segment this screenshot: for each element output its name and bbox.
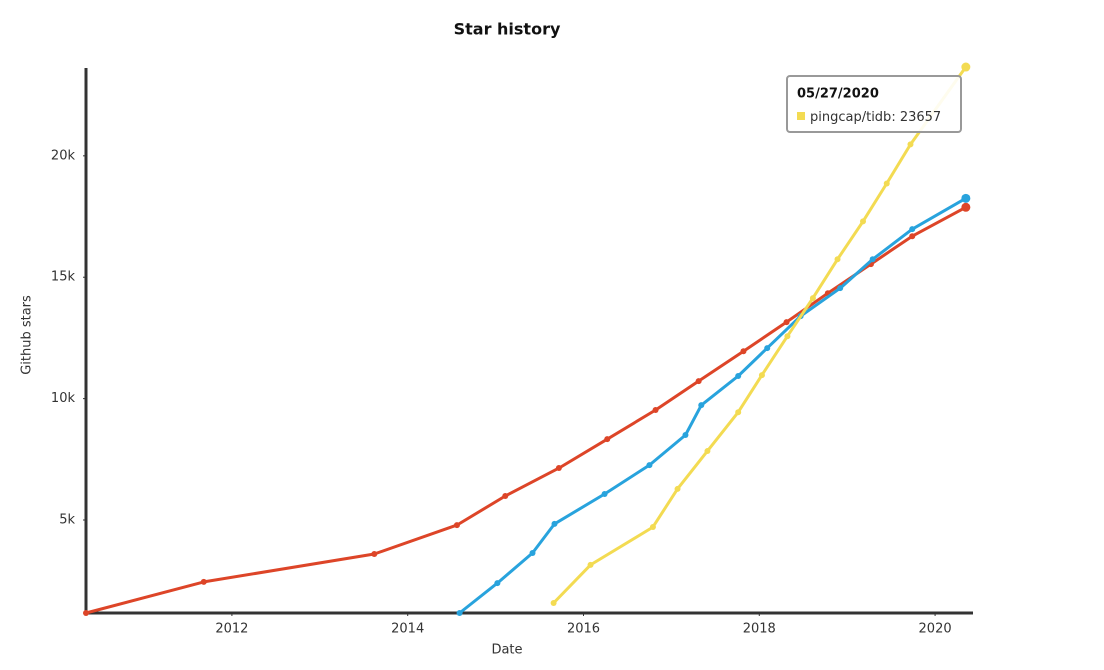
data-point	[604, 436, 611, 443]
y-tick-label: 15k	[51, 270, 76, 285]
data-point	[456, 610, 463, 616]
series-line	[84, 205, 968, 615]
x-tick-label: 2018	[743, 622, 776, 637]
data-point	[494, 580, 501, 587]
data-point	[764, 345, 771, 352]
data-point	[674, 485, 681, 492]
data-point	[883, 180, 890, 187]
y-tick-label: 10k	[51, 391, 76, 406]
data-point	[837, 285, 844, 292]
data-point	[834, 256, 841, 263]
data-point	[961, 202, 971, 212]
data-point	[907, 141, 914, 148]
data-point	[860, 218, 867, 225]
data-point	[961, 62, 971, 72]
tooltip-date: 05/27/2020	[797, 87, 879, 102]
y-tick-label: 5k	[59, 513, 75, 528]
series-line	[458, 196, 968, 615]
data-point	[735, 373, 742, 380]
data-point	[83, 610, 89, 616]
x-tick-label: 2020	[919, 622, 952, 637]
data-point	[682, 432, 689, 439]
tooltip-box	[786, 75, 962, 133]
y-tick-label: 20k	[51, 148, 76, 163]
tooltip-value: 23657	[900, 110, 941, 125]
data-point	[809, 295, 816, 302]
data-point	[698, 402, 705, 409]
plot-area	[83, 62, 971, 616]
x-axis-label: Date	[491, 643, 522, 658]
tooltip: 05/27/2020 pingcap/tidb: 23657	[786, 75, 962, 133]
data-point	[601, 491, 608, 498]
data-point	[502, 492, 509, 499]
data-point	[529, 550, 536, 557]
y-axis-label: Github stars	[20, 295, 35, 375]
x-tick-label: 2012	[215, 622, 248, 637]
data-point	[453, 522, 460, 529]
x-tick-label: 2016	[567, 622, 600, 637]
tooltip-entry: pingcap/tidb: 23657	[810, 110, 941, 125]
tooltip-swatch	[797, 112, 805, 120]
data-point	[783, 319, 790, 326]
data-point	[869, 256, 876, 263]
data-point	[587, 561, 594, 568]
tooltip-series: pingcap/tidb	[810, 110, 891, 125]
data-point	[735, 409, 742, 416]
data-point	[371, 551, 378, 558]
data-point	[200, 578, 207, 585]
data-point	[909, 233, 916, 240]
data-point	[704, 448, 711, 455]
data-point	[740, 348, 747, 355]
data-point	[649, 524, 656, 531]
x-tick-label: 2014	[391, 622, 424, 637]
data-point	[961, 193, 971, 203]
data-point	[550, 600, 557, 607]
data-point	[695, 378, 702, 385]
data-point	[784, 333, 791, 340]
data-point	[758, 372, 765, 379]
data-point	[555, 465, 562, 472]
series-line	[552, 65, 968, 605]
data-point	[909, 226, 916, 233]
data-point	[652, 407, 659, 414]
data-point	[551, 520, 558, 527]
data-point	[646, 462, 653, 469]
chart-title: Star history	[454, 20, 561, 39]
tooltip-sep: :	[891, 110, 900, 125]
